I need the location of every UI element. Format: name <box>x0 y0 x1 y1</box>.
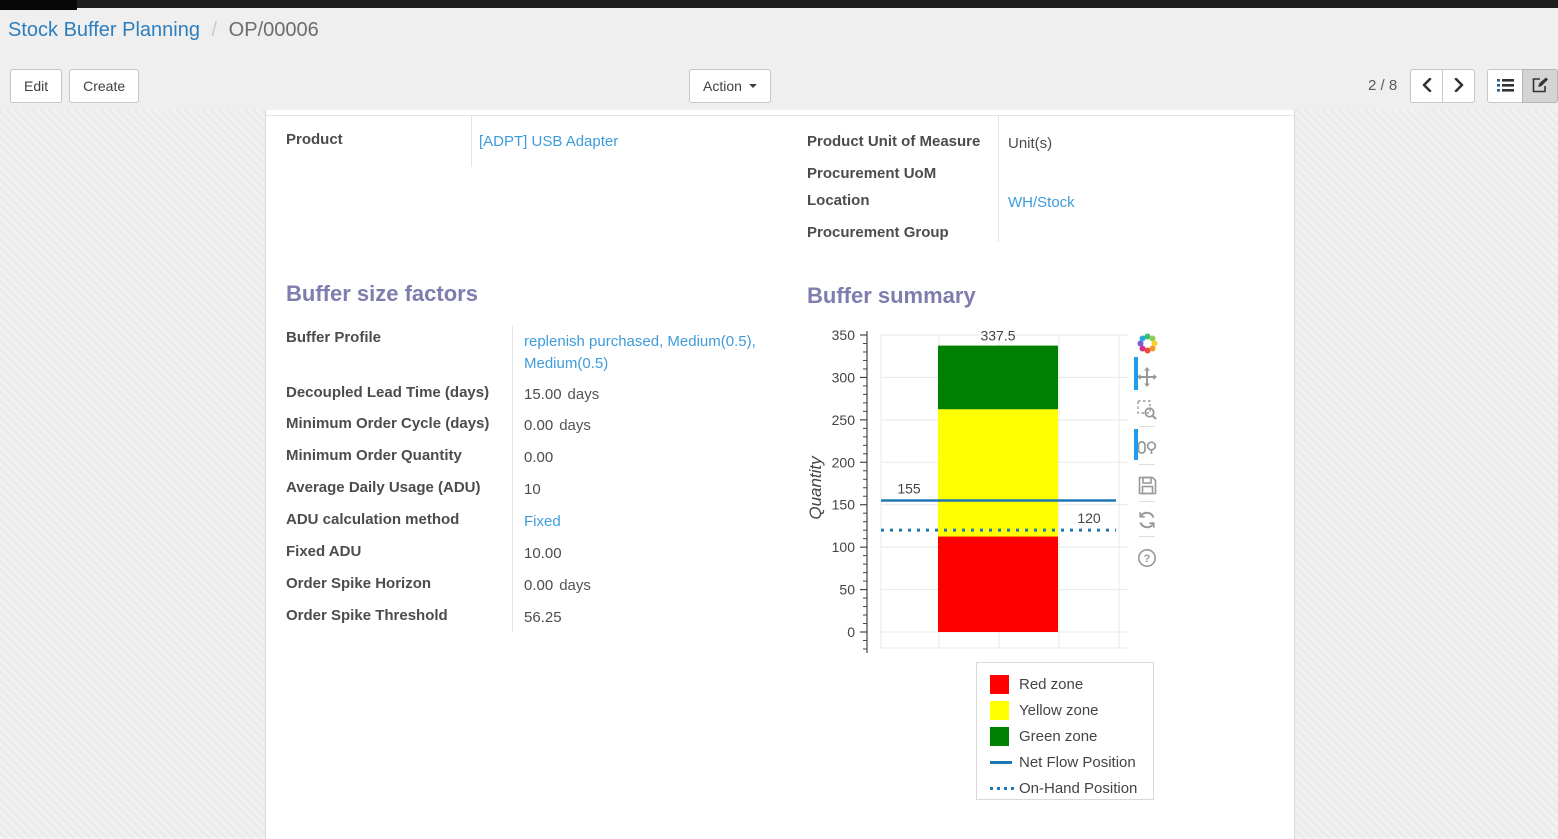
form-sheet: Product [ADPT] USB Adapter Product Unit … <box>265 110 1295 839</box>
yellow-zone-swatch <box>990 700 1009 720</box>
svg-text:120: 120 <box>1077 510 1101 526</box>
breadcrumb-current: OP/00006 <box>228 19 319 41</box>
order-spike-threshold-label: Order Spike Threshold <box>286 607 448 624</box>
edit-button[interactable]: Edit <box>10 69 63 103</box>
net-flow-line-swatch <box>990 760 1012 764</box>
pager-previous-button[interactable] <box>1410 69 1443 103</box>
svg-text:337.5: 337.5 <box>980 328 1015 344</box>
svg-text:?: ? <box>1144 553 1151 565</box>
control-panel: Stock Buffer Planning / OP/00006 Edit Cr… <box>0 8 1558 110</box>
min-order-qty-label: Minimum Order Quantity <box>286 447 462 464</box>
breadcrumb-separator: / <box>211 19 218 41</box>
svg-text:Quantity: Quantity <box>806 455 825 520</box>
green-zone-swatch <box>990 726 1009 746</box>
view-switcher <box>1487 69 1558 103</box>
svg-text:350: 350 <box>832 327 856 343</box>
min-order-cycle-value: 0.00 days <box>524 417 591 434</box>
order-spike-threshold-value: 56.25 <box>524 609 562 626</box>
top-navbar <box>0 0 1558 8</box>
help-icon[interactable]: ? <box>1136 547 1158 569</box>
adu-label: Average Daily Usage (ADU) <box>286 479 481 496</box>
legend-item-yellow-zone[interactable]: Yellow zone <box>990 697 1153 723</box>
chart-legend: Red zone Yellow zone Green zone Net Flow… <box>976 662 1154 800</box>
adu-method-value-link[interactable]: Fixed <box>524 513 561 530</box>
modebar-active-indicator-2 <box>1134 429 1138 460</box>
svg-text:150: 150 <box>832 497 856 513</box>
order-spike-horizon-value: 0.00 days <box>524 577 591 594</box>
list-view-icon <box>1496 78 1514 95</box>
procurement-group-label: Procurement Group <box>807 224 949 241</box>
adu-value: 10 <box>524 481 541 498</box>
clipped-row-border <box>266 115 1294 116</box>
breadcrumb-parent-link[interactable]: Stock Buffer Planning <box>8 19 200 41</box>
location-label: Location <box>807 192 870 209</box>
form-view-icon <box>1532 77 1548 96</box>
pager-value: 2 / 8 <box>1368 77 1398 94</box>
on-hand-line-swatch <box>990 786 1016 790</box>
chart-modebar: ? <box>1134 332 1160 569</box>
red-zone-swatch <box>990 674 1009 694</box>
decoupled-lead-time-label: Decoupled Lead Time (days) <box>286 384 490 401</box>
chevron-right-icon <box>1454 77 1464 95</box>
caret-down-icon <box>748 84 757 88</box>
buffer-profile-label: Buffer Profile <box>286 329 382 346</box>
create-button[interactable]: Create <box>69 69 140 103</box>
compare-hover-icon[interactable] <box>1136 437 1158 459</box>
action-dropdown-button[interactable]: Action <box>689 69 771 103</box>
list-view-button[interactable] <box>1487 69 1523 103</box>
product-uom-label: Product Unit of Measure <box>807 133 981 150</box>
form-view-button[interactable] <box>1522 69 1558 103</box>
fixed-adu-label: Fixed ADU <box>286 543 362 560</box>
main-content: Product [ADPT] USB Adapter Product Unit … <box>0 110 1558 839</box>
svg-text:200: 200 <box>832 454 856 470</box>
svg-text:100: 100 <box>832 539 856 555</box>
plotly-logo-icon[interactable] <box>1136 332 1158 354</box>
legend-item-net-flow[interactable]: Net Flow Position <box>990 749 1153 775</box>
fixed-adu-value: 10.00 <box>524 545 562 562</box>
svg-text:300: 300 <box>832 369 856 385</box>
min-order-cycle-label: Minimum Order Cycle (days) <box>286 415 490 432</box>
decoupled-lead-time-value: 15.00 days <box>524 386 600 403</box>
save-icon[interactable] <box>1136 474 1158 496</box>
order-spike-horizon-label: Order Spike Horizon <box>286 575 432 592</box>
zoom-box-icon[interactable] <box>1136 399 1158 421</box>
pager-buttons <box>1410 69 1475 103</box>
location-value-link[interactable]: WH/Stock <box>1008 194 1075 211</box>
legend-item-on-hand[interactable]: On-Hand Position <box>990 775 1153 801</box>
buffer-factors-title: Buffer size factors <box>286 281 478 306</box>
breadcrumb: Stock Buffer Planning / OP/00006 <box>8 19 319 42</box>
reset-axes-icon[interactable] <box>1136 509 1158 531</box>
min-order-qty-value: 0.00 <box>524 449 554 466</box>
svg-text:50: 50 <box>839 582 855 598</box>
product-uom-value: Unit(s) <box>1008 135 1053 152</box>
adu-method-label: ADU calculation method <box>286 511 460 528</box>
product-value-link[interactable]: [ADPT] USB Adapter <box>479 133 619 150</box>
modebar-active-indicator-1 <box>1134 357 1138 390</box>
action-label: Action <box>703 78 742 94</box>
svg-text:155: 155 <box>897 480 921 496</box>
procurement-uom-label: Procurement UoM <box>807 165 937 182</box>
legend-item-red-zone[interactable]: Red zone <box>990 671 1153 697</box>
svg-text:0: 0 <box>847 624 855 640</box>
top-navbar-apps-segment[interactable] <box>0 0 77 10</box>
svg-text:250: 250 <box>832 412 856 428</box>
buffer-profile-value-link[interactable]: replenish purchased, Medium(0.5), Medium… <box>524 333 756 372</box>
legend-item-green-zone[interactable]: Green zone <box>990 723 1153 749</box>
chevron-left-icon <box>1422 77 1432 95</box>
buffer-summary-chart[interactable]: 112.5262.5337.50501001502002503003501551… <box>801 323 1141 658</box>
product-label: Product <box>286 131 343 148</box>
pan-icon[interactable] <box>1136 366 1158 388</box>
pager-next-button[interactable] <box>1442 69 1475 103</box>
buffer-summary-title: Buffer summary <box>807 283 976 308</box>
